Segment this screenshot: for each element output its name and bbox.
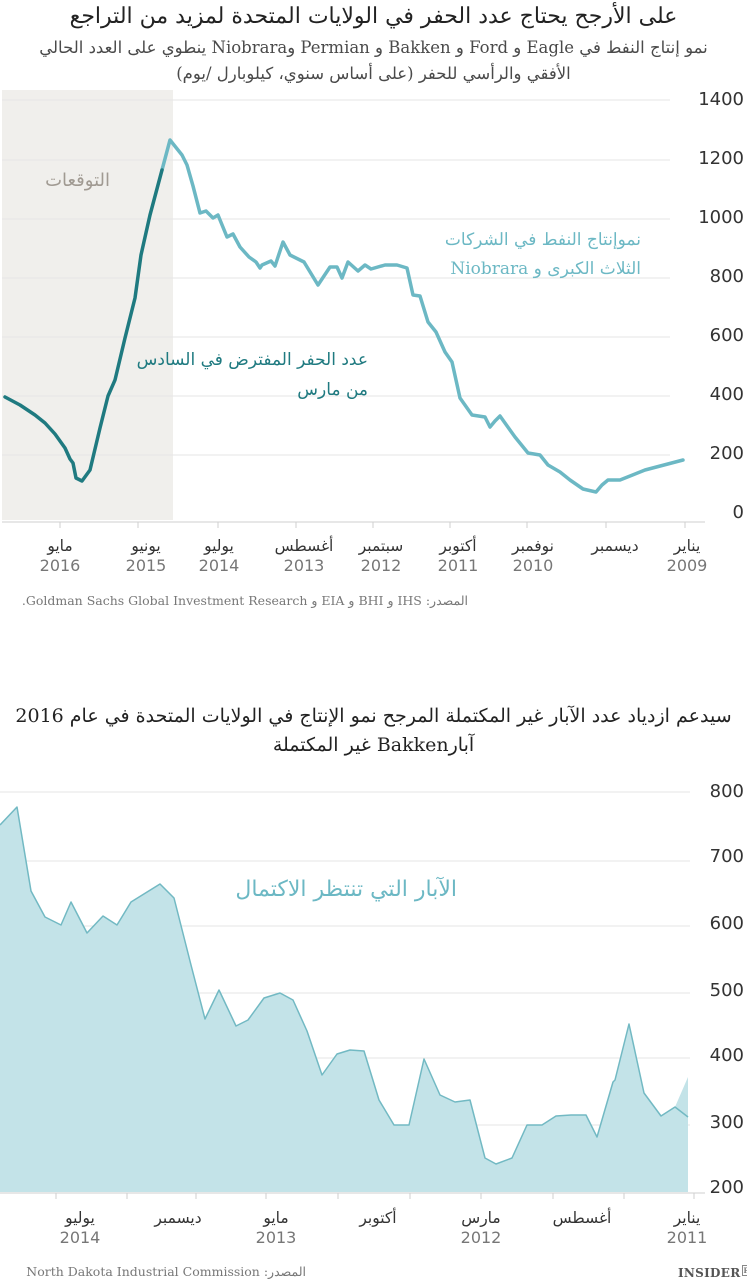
chart1-subtitle-line2: الأفقي والرأسي للحفر (على أساس سنوي، كيل… [176,64,571,83]
forecast-rig-count-line [3,168,164,483]
chart2-x-ticks [55,1193,695,1199]
xtick-month: يناير [673,537,701,555]
xtick-year: 2013 [255,1228,297,1247]
chart2-source: المصدر: North Dakota Industrial Commissi… [26,1264,306,1279]
xtick-month: ديسمبر [154,1209,202,1227]
xtick-year: 2014 [59,1228,101,1247]
xtick-month: مارس [461,1209,501,1227]
chart2-xtick-dec: ديسمبر [133,1208,223,1228]
chart2-ytick: 600 [709,913,744,934]
xtick-year: 2016 [39,556,81,575]
chart2-title-line2: آبارBakken غير المكتملة [272,734,475,756]
xtick-month: ديسمبر [591,537,639,555]
xtick-month: يوليو [204,537,234,555]
chart1-xtick-jul-2014: يوليو 2014 [174,536,264,575]
chart1-ytick: 1200 [698,148,744,169]
chart1-title: على الأرجح يحتاج عدد الحفر في الولايات ا… [69,4,678,29]
chart1-gridlines [2,99,670,456]
chart1-ytick: 0 [732,502,744,523]
chart1-xtick-nov-2010: نوفمبر 2010 [488,536,578,575]
xtick-month: سبتمبر [358,537,404,555]
chart2-xtick-jul-2014: يوليو 2014 [35,1208,125,1247]
chart1-xtick-aug-2013: أغسطس 2013 [259,536,349,575]
historical-line-annotation-2: الثلاث الكبرى و Niobrara [450,259,641,279]
xtick-year: 2015 [125,556,167,575]
chart1-ytick: 800 [709,266,744,287]
chart2-xtick-aug: أغسطس [537,1208,627,1228]
xtick-month: أكتوبر [359,1209,397,1227]
xtick-month: نوفمبر [512,537,554,555]
chart1-xtick-oct-2011: أكتوبر 2011 [413,536,503,575]
chart1-xtick-dec: ديسمبر [570,536,660,556]
chart2-title-line1: سيدعم ازدياد عدد الآبار غير المكتملة الم… [15,705,732,727]
chart1-ytick: 600 [709,325,744,346]
historical-line-annotation-1: نموإنتاج النفط في الشركات [444,230,641,250]
chart1-xtick-jun-2015: يونيو 2015 [101,536,191,575]
chart2-xtick-may-2013: مايو 2013 [231,1208,321,1247]
xtick-month: يناير [673,1209,701,1227]
brand-name: INSIDER [678,1266,741,1280]
xtick-month: أكتوبر [439,537,477,555]
historical-production-line [160,138,685,494]
xtick-year: 2014 [198,556,240,575]
xtick-year: 2011 [437,556,479,575]
chart1-ytick: 1400 [698,89,744,110]
chart1-xtick-jan-2009: يناير 2009 [642,536,732,575]
xtick-year: 2009 [666,556,708,575]
chart1-ytick: 1000 [698,207,744,228]
xtick-month: يوليو [65,1209,95,1227]
chart2-ytick: 700 [709,846,744,867]
forecast-line-annotation-1: عدد الحفر المفترض في السادس [136,350,368,370]
chart2-xtick-mar-2012: مارس 2012 [436,1208,526,1247]
xtick-month: يونيو [131,537,161,555]
chart1-xtick-sep-2012: سبتمبر 2012 [336,536,426,575]
forecast-label: التوقعات [45,170,110,191]
xtick-year: 2012 [360,556,402,575]
xtick-year: 2013 [283,556,325,575]
xtick-year: 2010 [512,556,554,575]
uncompleted-wells-outline [0,806,689,1165]
xtick-month: مايو [47,537,73,555]
chart1-xtick-may-2016: مايو 2016 [15,536,105,575]
chart2-xtick-oct: أكتوبر [333,1208,423,1228]
uncompleted-wells-annotation: الآبار التي تنتظر الاكتمال [235,877,457,902]
chart2-ytick: 800 [709,781,744,802]
chart2-xtick-jan-2011: يناير 2011 [642,1208,732,1247]
xtick-month: أغسطس [552,1209,612,1227]
brand-tag: PRO [741,1265,747,1276]
chart1-x-ticks [59,522,686,528]
forecast-region [2,90,173,520]
chart2-ytick: 500 [709,980,744,1001]
chart1-ytick: 200 [709,443,744,464]
chart1-ytick: 400 [709,384,744,405]
chart2-ytick: 400 [709,1045,744,1066]
xtick-year: 2011 [666,1228,708,1247]
insider-pro-logo: INSIDERPRO [678,1265,747,1280]
uncompleted-wells-area [0,807,688,1192]
xtick-month: أغسطس [274,537,334,555]
xtick-year: 2012 [460,1228,502,1247]
chart2-ytick: 200 [709,1177,744,1198]
chart2-ytick: 300 [709,1112,744,1133]
forecast-line-annotation-2: من مارس [297,380,368,400]
chart1-source: المصدر: IHS و BHI و EIA و Goldman Sachs … [21,593,468,608]
chart1-subtitle-line1: نمو إنتاج النفط في Eagle و Ford و Bakken… [39,38,708,57]
xtick-month: مايو [263,1209,289,1227]
